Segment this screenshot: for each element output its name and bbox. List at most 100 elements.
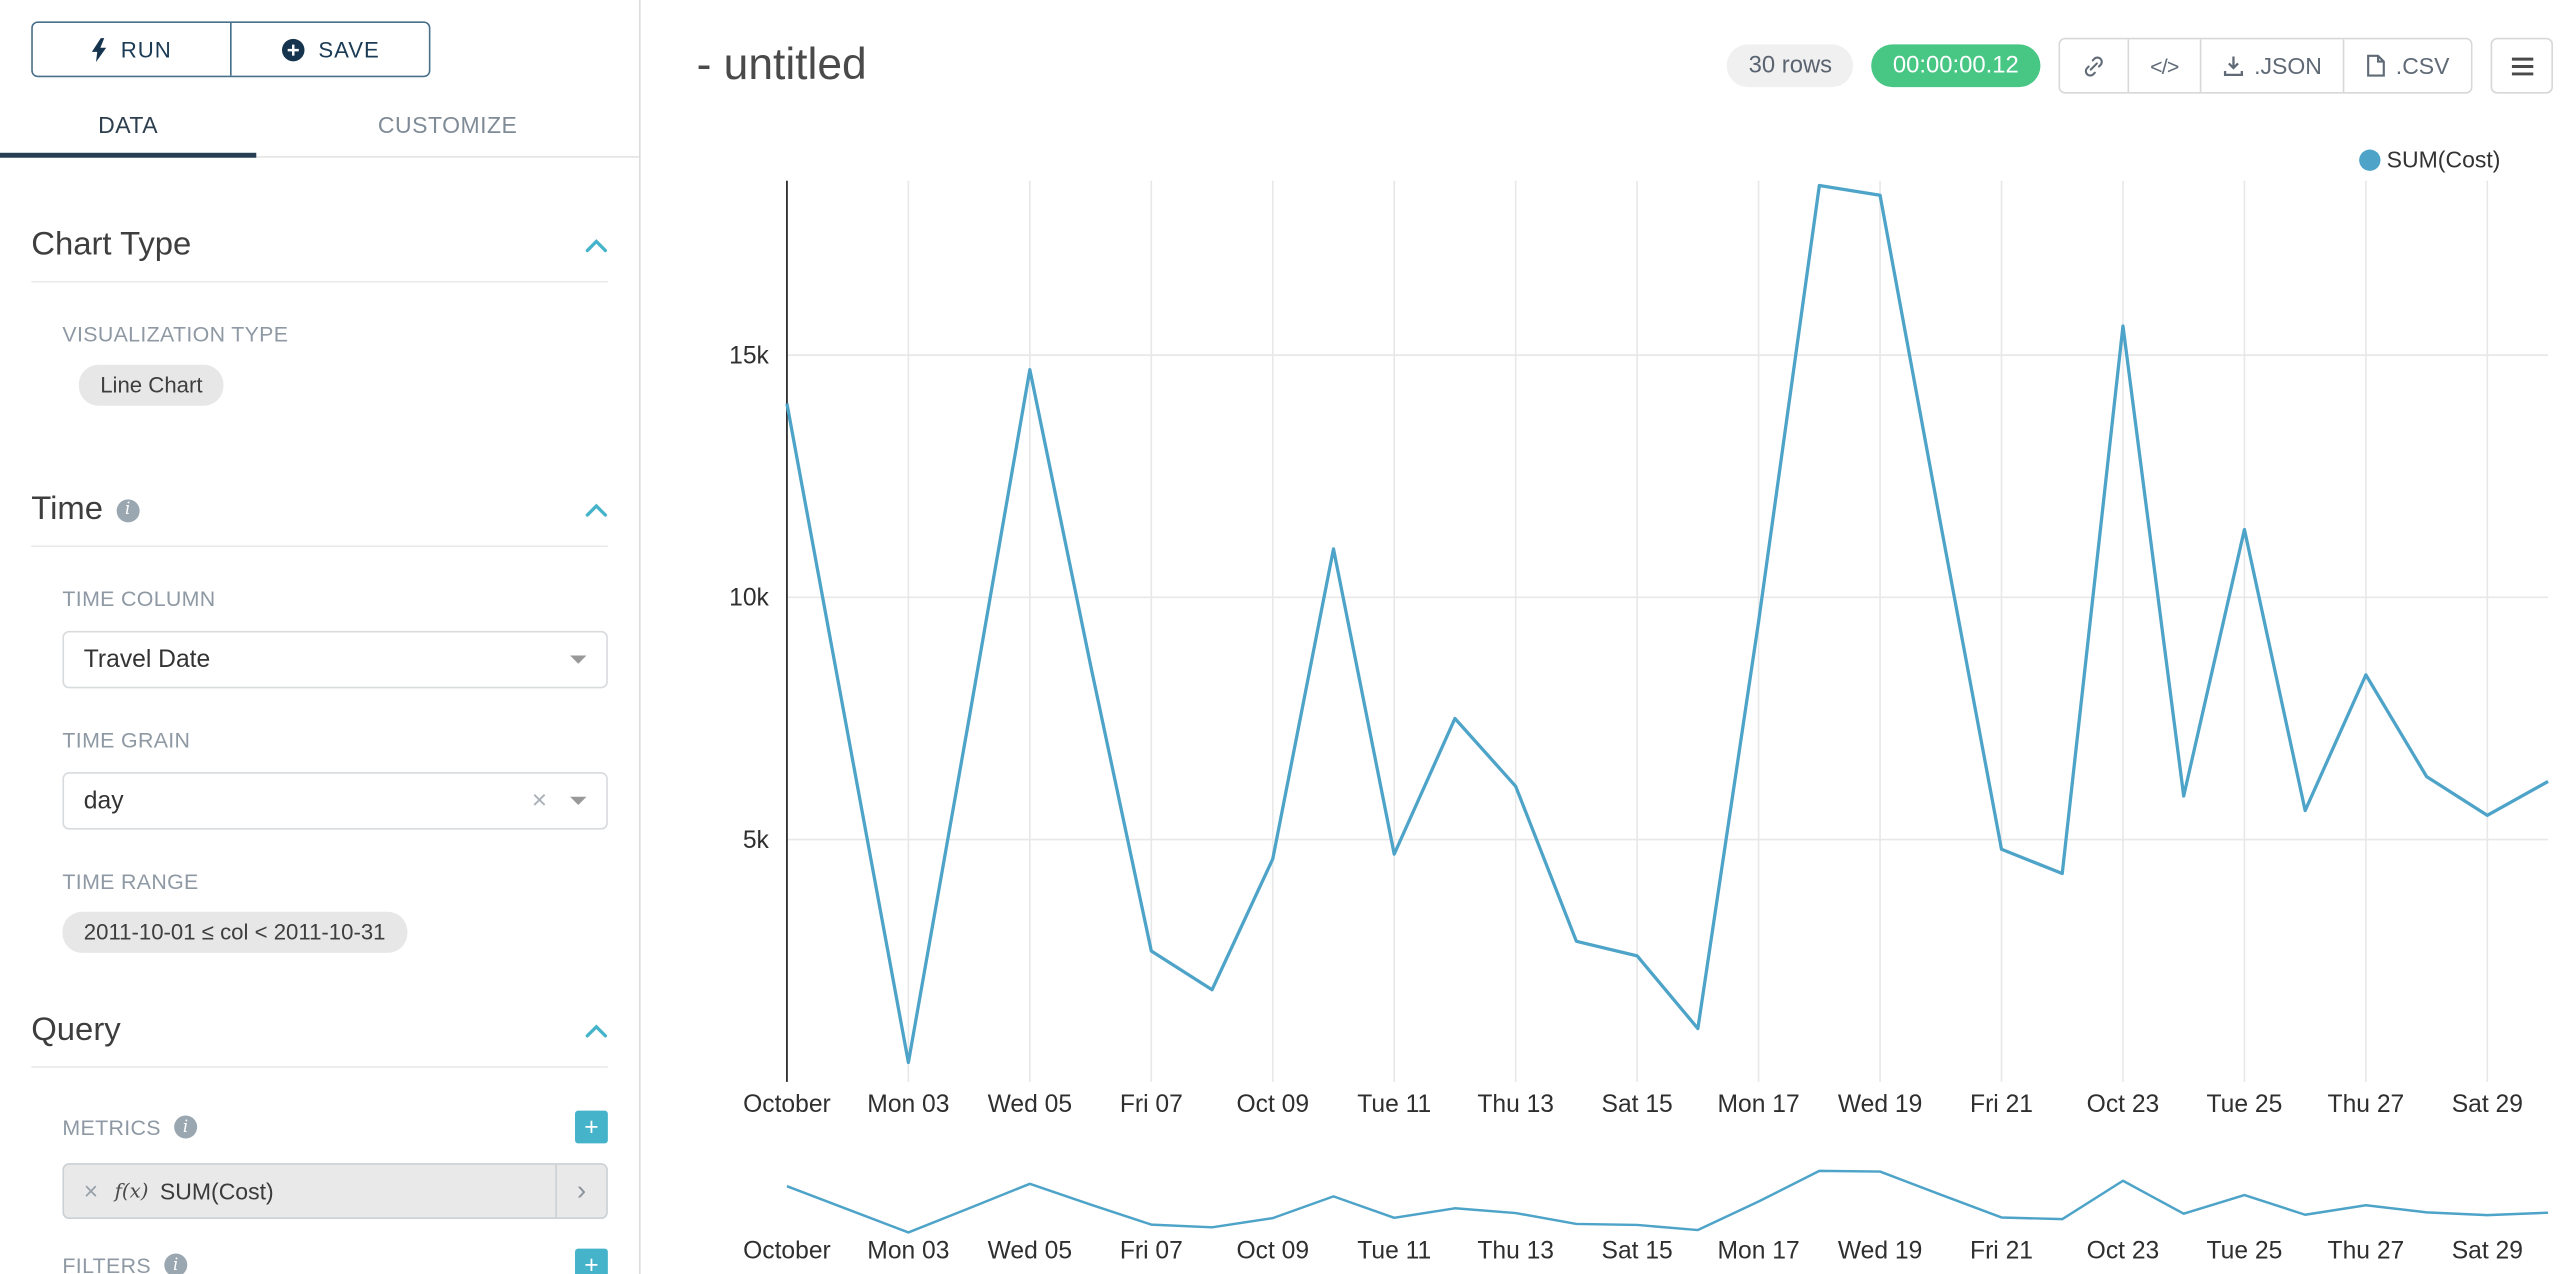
- section-title: Chart Type: [31, 226, 192, 263]
- save-button[interactable]: SAVE: [229, 23, 429, 76]
- tab-customize[interactable]: CUSTOMIZE: [377, 110, 518, 138]
- x-axis-label: Thu 13: [1477, 1091, 1554, 1118]
- section-query-header[interactable]: Query: [31, 1012, 608, 1068]
- info-icon[interactable]: i: [173, 1115, 197, 1139]
- time-grain-label: TIME GRAIN: [62, 727, 191, 753]
- share-link-button[interactable]: [2059, 39, 2128, 92]
- chart-header-actions: 30 rows 00:00:00.12 </> .JSON .CSV: [1727, 37, 2553, 94]
- brush-x-axis-label: Mon 03: [867, 1237, 949, 1264]
- export-json-button[interactable]: .JSON: [2199, 39, 2344, 92]
- brush-x-axis-label: Thu 13: [1477, 1237, 1554, 1264]
- time-column-select[interactable]: Travel Date: [62, 630, 608, 689]
- collapse-icon[interactable]: [585, 238, 608, 253]
- row-count-badge: 30 rows: [1727, 44, 1854, 88]
- filters-label: FILTERS: [62, 1252, 151, 1274]
- add-metric-button[interactable]: +: [575, 1110, 608, 1144]
- brush-x-axis-label: Oct 23: [2087, 1237, 2160, 1264]
- brush-x-axis-label: Mon 17: [1718, 1237, 1800, 1264]
- brush-x-axis-label: Wed 19: [1838, 1237, 1922, 1264]
- brush-x-axis-label: Oct 09: [1236, 1237, 1309, 1264]
- metrics-label: METRICS: [62, 1114, 161, 1140]
- visualization-type-label: VISUALIZATION TYPE: [62, 322, 289, 347]
- run-button[interactable]: RUN: [32, 23, 230, 76]
- metric-option[interactable]: × f(x) SUM(Cost) ›: [62, 1163, 608, 1219]
- clear-icon[interactable]: ×: [531, 786, 548, 815]
- fx-icon: f(x): [114, 1179, 149, 1203]
- run-button-label: RUN: [120, 36, 172, 62]
- metric-name: SUM(Cost): [159, 1177, 274, 1205]
- embed-icon: </>: [2150, 53, 2179, 79]
- brush-series-line[interactable]: [786, 1169, 2549, 1234]
- control-panel-body: Chart Type VISUALIZATION TYPE Line Chart…: [0, 227, 639, 1274]
- metric-expand-icon[interactable]: ›: [555, 1164, 606, 1218]
- x-axis-label: Mon 17: [1718, 1091, 1800, 1118]
- menu-icon: [2511, 56, 2533, 75]
- main-chart-svg[interactable]: 5k 10k 15k October Mon 03 Wed 05 Fri 07 Oct 09 T…: [641, 0, 2576, 1274]
- x-axis-label: Sat 29: [2452, 1091, 2523, 1118]
- add-filter-button[interactable]: +: [575, 1248, 608, 1274]
- x-axis-label: Mon 03: [867, 1091, 949, 1118]
- chart-title[interactable]: - untitled: [696, 39, 867, 89]
- section-query: Query METRICS i + × f(x) SUM(Cost) ›: [31, 1012, 608, 1274]
- section-time-header[interactable]: Time i: [31, 491, 608, 548]
- section-chart-type-header[interactable]: Chart Type: [31, 227, 608, 283]
- x-axis-label: Wed 05: [988, 1091, 1072, 1118]
- panel-tabs: DATA CUSTOMIZE: [0, 92, 640, 158]
- x-axis-label: October: [743, 1091, 831, 1118]
- brush-x-axis-label: Fri 07: [1120, 1237, 1183, 1264]
- brush-x-axis-label: Thu 27: [2328, 1237, 2405, 1264]
- metrics-header-row: METRICS i +: [62, 1110, 608, 1144]
- remove-metric-icon[interactable]: ×: [83, 1177, 99, 1206]
- brush-x-axis-label: Wed 05: [988, 1237, 1072, 1264]
- section-title: Time: [31, 491, 104, 528]
- series-line[interactable]: [785, 183, 2549, 1065]
- x-axis-label: Sat 15: [1602, 1091, 1673, 1118]
- time-column-value: Travel Date: [83, 645, 211, 674]
- time-column-label: TIME COLUMN: [62, 586, 216, 612]
- legend-label: SUM(Cost): [2386, 146, 2501, 173]
- x-axis-label: Oct 09: [1236, 1091, 1309, 1118]
- time-grain-select[interactable]: day ×: [62, 772, 608, 830]
- chart-container: 5k 10k 15k October Mon 03 Wed 05 Fri 07 Oct 09 T…: [640, 0, 2576, 1274]
- x-axis-label: Wed 19: [1838, 1091, 1922, 1118]
- control-panel: RUN SAVE DATA CUSTOMIZE Chart Type VISUA…: [0, 0, 641, 1274]
- time-range-value[interactable]: 2011-10-01 ≤ col < 2011-10-31: [62, 911, 407, 953]
- csv-export-icon: [2367, 54, 2386, 77]
- menu-button[interactable]: [2490, 37, 2553, 94]
- json-export-icon: [2224, 56, 2244, 77]
- export-json-label: .JSON: [2254, 52, 2322, 79]
- y-axis-label: 5k: [743, 827, 770, 854]
- section-chart-type: Chart Type VISUALIZATION TYPE Line Chart: [31, 227, 608, 406]
- filters-header-row: FILTERS i +: [62, 1248, 608, 1274]
- dropdown-caret-icon: [570, 796, 587, 805]
- chart-legend[interactable]: SUM(Cost): [2358, 146, 2501, 173]
- embed-code-button[interactable]: </>: [2127, 39, 2200, 92]
- save-button-label: SAVE: [318, 36, 380, 62]
- section-title: Query: [31, 1011, 121, 1049]
- tab-data[interactable]: DATA: [0, 92, 257, 158]
- save-icon: [281, 38, 305, 61]
- brush-x-axis-label: Tue 25: [2207, 1237, 2283, 1264]
- export-csv-button[interactable]: .CSV: [2343, 39, 2471, 92]
- brush-x-axis-label: Tue 11: [1357, 1237, 1431, 1264]
- y-axis-label: 10k: [729, 585, 769, 612]
- time-range-label: TIME RANGE: [62, 869, 199, 894]
- x-axis-label: Thu 27: [2328, 1091, 2405, 1118]
- collapse-icon[interactable]: [585, 503, 608, 518]
- brush-x-axis-label: Sat 15: [1602, 1237, 1673, 1264]
- brush-x-axis-label: Sat 29: [2452, 1237, 2523, 1264]
- visualization-type-value[interactable]: Line Chart: [78, 364, 224, 406]
- brush-x-axis-label: October: [743, 1237, 831, 1264]
- export-csv-label: .CSV: [2395, 52, 2450, 79]
- info-icon[interactable]: i: [164, 1253, 188, 1274]
- query-timer-badge: 00:00:00.12: [1871, 44, 2041, 88]
- time-grain-value: day: [83, 786, 124, 815]
- x-axis-label: Tue 11: [1357, 1091, 1431, 1118]
- brush-x-axis-label: Fri 21: [1970, 1237, 2033, 1264]
- x-axis-label: Oct 23: [2087, 1091, 2160, 1118]
- export-button-group: </> .JSON .CSV: [2058, 37, 2473, 94]
- legend-dot: [2358, 148, 2381, 171]
- info-icon[interactable]: i: [116, 498, 140, 522]
- collapse-icon[interactable]: [585, 1023, 608, 1038]
